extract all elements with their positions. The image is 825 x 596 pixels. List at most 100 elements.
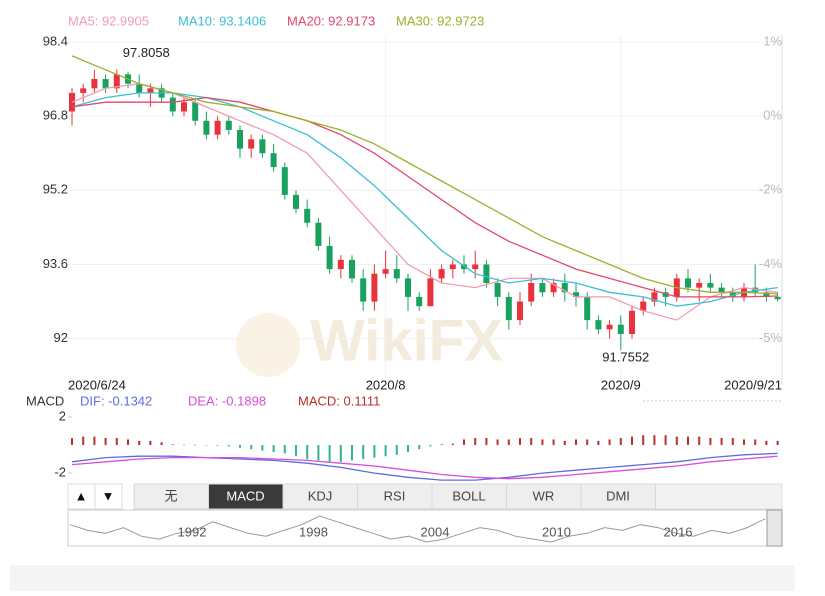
macd-line [71,455,778,480]
candle-body [494,283,501,297]
macd-bar [507,439,510,446]
candle-body [214,120,221,135]
macd-title: MACD [26,393,64,408]
macd-bar [754,439,757,446]
macd-bar [317,445,320,461]
candle-body [718,287,725,293]
candle-body [595,320,602,330]
navigator-handle [766,509,783,547]
candle-body [763,292,770,297]
ma-line [71,92,778,307]
tab-label[interactable]: WR [533,488,555,503]
tab[interactable] [208,483,284,510]
arrow-button[interactable] [67,483,96,510]
macd-bar [463,439,465,446]
tab[interactable] [282,483,358,510]
macd-bar [93,436,96,446]
navigator-label: 2016 [664,524,693,539]
arrow-label[interactable]: ▼ [102,488,115,503]
macd-bar [496,439,499,446]
x-tick-label: 2020/9 [601,377,641,392]
candle-body [752,287,759,293]
navigator-label: 1998 [299,524,328,539]
macd-bar [171,444,174,446]
tab-label[interactable]: MACD [226,488,264,503]
candle-body [685,278,691,288]
x-tick-label: 2020/9/21 [724,377,782,392]
macd-bar [608,439,611,446]
macd-bar [227,445,230,447]
legend-entry: DEA: -0.1898 [188,393,266,408]
candle-body [427,278,434,307]
macd-bar [283,445,286,454]
macd-bar [743,439,745,446]
macd-bar [709,438,712,446]
arrow-button[interactable] [94,483,123,510]
candle-body [102,79,109,89]
macd-bar [261,445,264,451]
candle-body [528,283,535,302]
macd-bar [71,438,73,446]
macd-bar [552,439,555,446]
y2-tick-label: 1% [763,33,782,48]
navigator-label: 2004 [421,524,450,539]
tab[interactable] [357,483,433,510]
candle-body [617,324,624,335]
x-tick-label: 2020/6/24 [68,377,126,392]
candle-body [561,283,568,293]
macd-bar [384,445,387,457]
macd-bar [675,436,678,446]
macd-bar [664,435,667,446]
macd-bar [362,445,365,460]
macd-bar [104,438,107,446]
macd-bar [351,445,353,461]
macd-line [71,452,778,481]
candle-body [259,139,266,154]
macd-bar [306,445,309,460]
macd-bar [82,436,85,446]
candle-body [472,264,479,270]
candle-body [584,296,591,321]
tab[interactable] [580,483,656,510]
ma-line [71,55,778,295]
y-tick-label: 98.4 [43,33,68,48]
candle-body [203,120,210,135]
tab[interactable] [506,483,582,510]
candle-body [517,301,523,321]
candle-body [192,102,199,121]
watermark: WikiFX [310,308,503,373]
tab[interactable] [431,483,507,510]
y2-tick-label: -2% [759,182,783,197]
tab[interactable] [133,483,209,510]
candle-body [629,310,635,335]
candle-body [382,269,389,274]
legend-entry: MACD: 0.1111 [298,393,380,408]
candle-body [505,296,512,321]
macd-bar [418,445,421,450]
macd-bar [597,440,600,446]
navigator-frame [67,509,783,547]
y-tick-label: 92 [54,330,68,345]
candle-body [729,292,736,297]
macd-bar [653,435,656,446]
macd-bar [440,444,443,446]
candle-body [349,259,355,279]
macd-bar [451,443,454,446]
y2-tick-label: -4% [759,256,783,271]
tab-label[interactable]: 无 [164,488,177,503]
macd-bar [205,445,208,446]
tab-label[interactable]: RSI [384,488,406,503]
macd-bar [328,445,331,462]
tab-label[interactable]: BOLL [452,488,485,503]
arrow-label[interactable]: ▲ [75,488,88,503]
footer-strip [10,565,795,591]
candle-body [606,324,613,330]
macd-bar [631,436,633,446]
navigator-line [69,515,766,543]
tab-label[interactable]: DMI [606,488,630,503]
tab-label[interactable]: KDJ [308,488,333,503]
candle-body [393,269,400,279]
candle-body [371,273,378,302]
macd-bar [183,444,185,446]
macd-bar [541,439,544,446]
